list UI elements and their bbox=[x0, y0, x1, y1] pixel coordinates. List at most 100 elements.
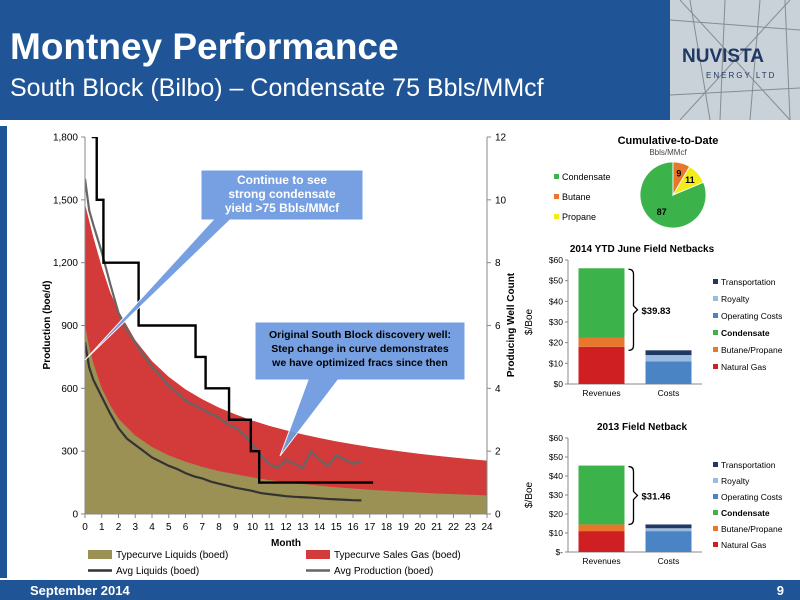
callout-1-text: Continue to see bbox=[237, 173, 327, 187]
bar-y-tick-label: $30 bbox=[549, 490, 563, 500]
y-tick-label: 300 bbox=[61, 447, 78, 458]
bar-segment-condensate bbox=[578, 465, 625, 525]
pie-legend-swatch bbox=[554, 174, 559, 179]
x-tick-label: 1 bbox=[99, 522, 105, 533]
bar-y-tick-label: $10 bbox=[549, 358, 563, 368]
series-avg-liquids bbox=[85, 342, 362, 502]
y-tick-label: 1,200 bbox=[53, 258, 78, 269]
company-logo: NUVISTA ENERGY LTD bbox=[670, 0, 800, 120]
netback-2013-chart: 2013 Field Netback $/Boe $- $10 $20 $30 $40 $50… bbox=[524, 422, 783, 566]
y2-tick-label: 2 bbox=[495, 447, 501, 458]
callout-1-text: yield >75 Bbls/MMcf bbox=[225, 201, 340, 215]
bar-segment-natural-gas bbox=[578, 531, 625, 552]
bar-legend-swatch bbox=[713, 364, 718, 369]
legend-swatch bbox=[306, 550, 330, 559]
y-tick-label: 900 bbox=[61, 321, 78, 332]
footer-date: September 2014 bbox=[30, 583, 130, 598]
bar-legend-swatch bbox=[713, 330, 718, 335]
x-tick-label: 23 bbox=[465, 522, 477, 533]
y-tick-label: 600 bbox=[61, 384, 78, 395]
bar-y-tick-label: $50 bbox=[549, 452, 563, 462]
bar-segment-condensate bbox=[578, 268, 625, 338]
bar-legend-swatch bbox=[713, 526, 718, 531]
bar-segment-butane-propane bbox=[578, 524, 625, 532]
y2-tick-label: 10 bbox=[495, 195, 507, 206]
netback-bracket bbox=[628, 268, 639, 351]
pie-legend-swatch bbox=[554, 214, 559, 219]
footer-bar bbox=[0, 580, 800, 600]
y2-tick-label: 8 bbox=[495, 258, 501, 269]
logo-graphic: NUVISTA ENERGY LTD bbox=[670, 0, 800, 120]
y2-tick-label: 0 bbox=[495, 510, 501, 521]
pie-legend-label: Condensate bbox=[562, 172, 611, 182]
x-tick-label: 24 bbox=[481, 522, 493, 533]
bar-legend-swatch bbox=[713, 296, 718, 301]
bar-y-axis-label: $/Boe bbox=[524, 481, 535, 508]
pie-legend-swatch bbox=[554, 194, 559, 199]
series-avg-production bbox=[85, 178, 362, 470]
bar-legend-swatch bbox=[713, 510, 718, 515]
y-tick-label: 1,500 bbox=[53, 195, 78, 206]
bar-legend-label: Condensate bbox=[721, 328, 770, 338]
x-tick-label: 9 bbox=[233, 522, 239, 533]
y-axis-label: Production (boe/d) bbox=[42, 281, 53, 370]
left-accent-bar bbox=[0, 126, 7, 578]
x-tick-label: 5 bbox=[166, 522, 172, 533]
area-sales-gas bbox=[85, 204, 487, 514]
bar-legend-label: Butane/Propane bbox=[721, 345, 783, 355]
bar-y-tick-label: $20 bbox=[549, 338, 563, 348]
bar-y-tick-label: $0 bbox=[554, 379, 564, 389]
netback-2014-chart: 2014 YTD June Field Netbacks $/Boe $0 $10 $2… bbox=[524, 244, 783, 398]
bar-segment-transportation bbox=[645, 350, 692, 356]
bar-segment-operating-costs bbox=[645, 531, 692, 552]
bar-chart-title: 2013 Field Netback bbox=[597, 422, 687, 433]
bar-y-tick-label: $- bbox=[555, 547, 563, 557]
x-tick-label: 17 bbox=[364, 522, 376, 533]
bar-legend-swatch bbox=[713, 313, 718, 318]
bar-legend-label: Operating Costs bbox=[721, 311, 782, 321]
pie-data-label: 11 bbox=[685, 175, 695, 185]
bar-y-tick-label: $10 bbox=[549, 528, 563, 538]
page-number: 9 bbox=[776, 583, 784, 598]
x-tick-label: 22 bbox=[448, 522, 460, 533]
pie-data-label: 87 bbox=[657, 207, 667, 217]
bar-segment-butane-propane bbox=[578, 337, 625, 347]
legend-label: Avg Production (boed) bbox=[334, 566, 433, 577]
x-tick-label: 19 bbox=[398, 522, 410, 533]
bar-segment-natural-gas bbox=[578, 346, 625, 384]
y2-tick-label: 12 bbox=[495, 133, 507, 144]
x-tick-label: 21 bbox=[431, 522, 443, 533]
logo-wordmark: NUVISTA bbox=[682, 46, 764, 67]
x-tick-label: 4 bbox=[149, 522, 155, 533]
x-tick-label: 6 bbox=[183, 522, 189, 533]
callout-2-text: Original South Block discovery well: bbox=[269, 329, 451, 341]
x-tick-label: 3 bbox=[132, 522, 138, 533]
bar-y-tick-label: $50 bbox=[549, 276, 563, 286]
bar-category-label: Costs bbox=[658, 388, 680, 398]
bar-y-tick-label: $40 bbox=[549, 471, 563, 481]
header-banner bbox=[0, 0, 670, 120]
x-tick-label: 13 bbox=[297, 522, 309, 533]
x-tick-label: 12 bbox=[280, 522, 292, 533]
bar-y-tick-label: $60 bbox=[549, 255, 563, 265]
pie-slice-propane bbox=[672, 165, 704, 196]
page-title: Montney Performance bbox=[10, 26, 399, 67]
pie-legend-label: Butane bbox=[562, 192, 591, 202]
y-tick-label: 1,800 bbox=[53, 133, 78, 144]
x-tick-label: 7 bbox=[199, 522, 205, 533]
callout-2-box bbox=[254, 321, 466, 457]
pie-title: Cumulative-to-Date bbox=[618, 135, 719, 147]
x-tick-label: 14 bbox=[314, 522, 326, 533]
bar-segment-royalty bbox=[645, 528, 692, 532]
bar-segment-operating-costs bbox=[645, 361, 692, 384]
bar-legend-label: Condensate bbox=[721, 508, 770, 518]
bar-legend-label: Transportation bbox=[721, 460, 776, 470]
bar-segment-royalty bbox=[645, 355, 692, 362]
bar-legend-swatch bbox=[713, 462, 718, 467]
netback-value: $39.83 bbox=[642, 306, 671, 317]
pie-legend-label: Propane bbox=[562, 212, 596, 222]
x-tick-label: 16 bbox=[347, 522, 359, 533]
area-liquids bbox=[85, 325, 487, 514]
bar-y-axis-label: $/Boe bbox=[524, 308, 535, 335]
